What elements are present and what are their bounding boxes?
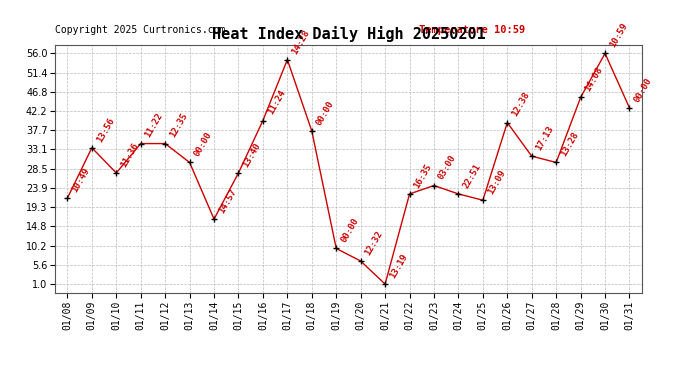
Text: 13:28: 13:28 [559, 130, 580, 158]
Text: 00:00: 00:00 [315, 99, 336, 127]
Text: 00:00: 00:00 [339, 216, 360, 244]
Text: 00:00: 00:00 [193, 130, 214, 158]
Text: Copyright 2025 Curtronics.com: Copyright 2025 Curtronics.com [55, 25, 226, 35]
Text: 13:40: 13:40 [241, 141, 262, 169]
Text: 14:08: 14:08 [583, 66, 604, 93]
Text: 10:59: 10:59 [608, 21, 629, 49]
Text: 12:35: 12:35 [168, 112, 189, 140]
Text: 12:32: 12:32 [364, 229, 385, 257]
Text: 13:09: 13:09 [486, 168, 507, 196]
Text: 11:36: 11:36 [119, 141, 140, 169]
Text: 10:49: 10:49 [70, 166, 92, 194]
Text: 22:51: 22:51 [461, 162, 482, 190]
Text: 03:00: 03:00 [437, 154, 458, 182]
Text: 13:56: 13:56 [95, 116, 116, 144]
Text: 11:24: 11:24 [266, 88, 287, 116]
Text: 12:38: 12:38 [510, 91, 531, 118]
Text: Temperature 10:59: Temperature 10:59 [419, 25, 525, 35]
Text: 14:28: 14:28 [290, 28, 311, 56]
Text: 14:57: 14:57 [217, 187, 238, 215]
Text: 00:00: 00:00 [632, 76, 653, 104]
Text: 11:22: 11:22 [144, 112, 165, 140]
Title: Heat Index Daily High 20250201: Heat Index Daily High 20250201 [212, 27, 485, 42]
Text: 17:13: 17:13 [535, 124, 555, 152]
Text: 13:19: 13:19 [388, 252, 409, 280]
Text: 16:35: 16:35 [413, 162, 433, 190]
